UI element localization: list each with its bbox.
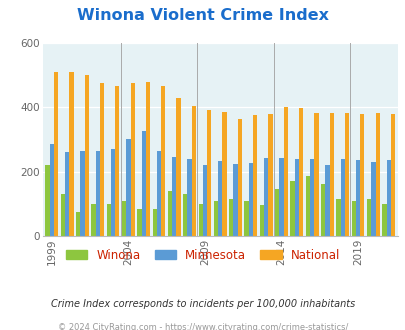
- Bar: [65, 152, 69, 236]
- Bar: [294, 159, 298, 236]
- Text: Crime Index corresponds to incidents per 100,000 inhabitants: Crime Index corresponds to incidents per…: [51, 299, 354, 309]
- Bar: [161, 86, 165, 236]
- Bar: [355, 160, 359, 236]
- Bar: [202, 165, 207, 236]
- Bar: [390, 114, 394, 236]
- Bar: [152, 209, 156, 236]
- Bar: [320, 184, 324, 236]
- Bar: [141, 131, 145, 236]
- Bar: [54, 72, 58, 236]
- Bar: [191, 106, 196, 236]
- Bar: [198, 204, 202, 236]
- Bar: [176, 98, 180, 236]
- Legend: Winona, Minnesota, National: Winona, Minnesota, National: [61, 244, 344, 266]
- Bar: [237, 118, 241, 236]
- Bar: [145, 82, 150, 236]
- Bar: [290, 181, 294, 236]
- Bar: [49, 144, 54, 236]
- Bar: [156, 151, 161, 236]
- Bar: [115, 86, 119, 236]
- Bar: [217, 161, 222, 236]
- Bar: [187, 159, 191, 236]
- Bar: [248, 163, 252, 236]
- Bar: [172, 157, 176, 236]
- Bar: [61, 194, 65, 236]
- Bar: [168, 191, 172, 236]
- Bar: [359, 114, 364, 236]
- Bar: [107, 204, 111, 236]
- Bar: [340, 159, 344, 236]
- Bar: [329, 113, 333, 236]
- Bar: [91, 204, 95, 236]
- Bar: [263, 158, 268, 236]
- Bar: [84, 75, 89, 236]
- Bar: [122, 201, 126, 236]
- Bar: [45, 165, 49, 236]
- Bar: [335, 199, 340, 236]
- Bar: [100, 83, 104, 236]
- Bar: [370, 162, 375, 236]
- Bar: [95, 151, 100, 236]
- Bar: [309, 159, 313, 236]
- Bar: [375, 113, 379, 236]
- Bar: [111, 149, 115, 236]
- Bar: [279, 158, 283, 236]
- Bar: [305, 177, 309, 236]
- Bar: [80, 151, 84, 236]
- Bar: [313, 113, 318, 236]
- Text: © 2024 CityRating.com - https://www.cityrating.com/crime-statistics/: © 2024 CityRating.com - https://www.city…: [58, 323, 347, 330]
- Bar: [228, 199, 233, 236]
- Bar: [244, 201, 248, 236]
- Bar: [351, 201, 355, 236]
- Bar: [268, 114, 272, 236]
- Bar: [382, 204, 386, 236]
- Text: Winona Violent Crime Index: Winona Violent Crime Index: [77, 8, 328, 23]
- Bar: [252, 115, 257, 236]
- Bar: [207, 111, 211, 236]
- Bar: [183, 194, 187, 236]
- Bar: [137, 209, 141, 236]
- Bar: [283, 107, 287, 236]
- Bar: [126, 139, 130, 236]
- Bar: [76, 212, 80, 236]
- Bar: [324, 165, 329, 236]
- Bar: [213, 201, 217, 236]
- Bar: [344, 113, 348, 236]
- Bar: [386, 160, 390, 236]
- Bar: [222, 112, 226, 236]
- Bar: [298, 108, 303, 236]
- Bar: [259, 205, 263, 236]
- Bar: [130, 83, 134, 236]
- Bar: [233, 164, 237, 236]
- Bar: [275, 189, 279, 236]
- Bar: [69, 72, 73, 236]
- Bar: [366, 199, 370, 236]
